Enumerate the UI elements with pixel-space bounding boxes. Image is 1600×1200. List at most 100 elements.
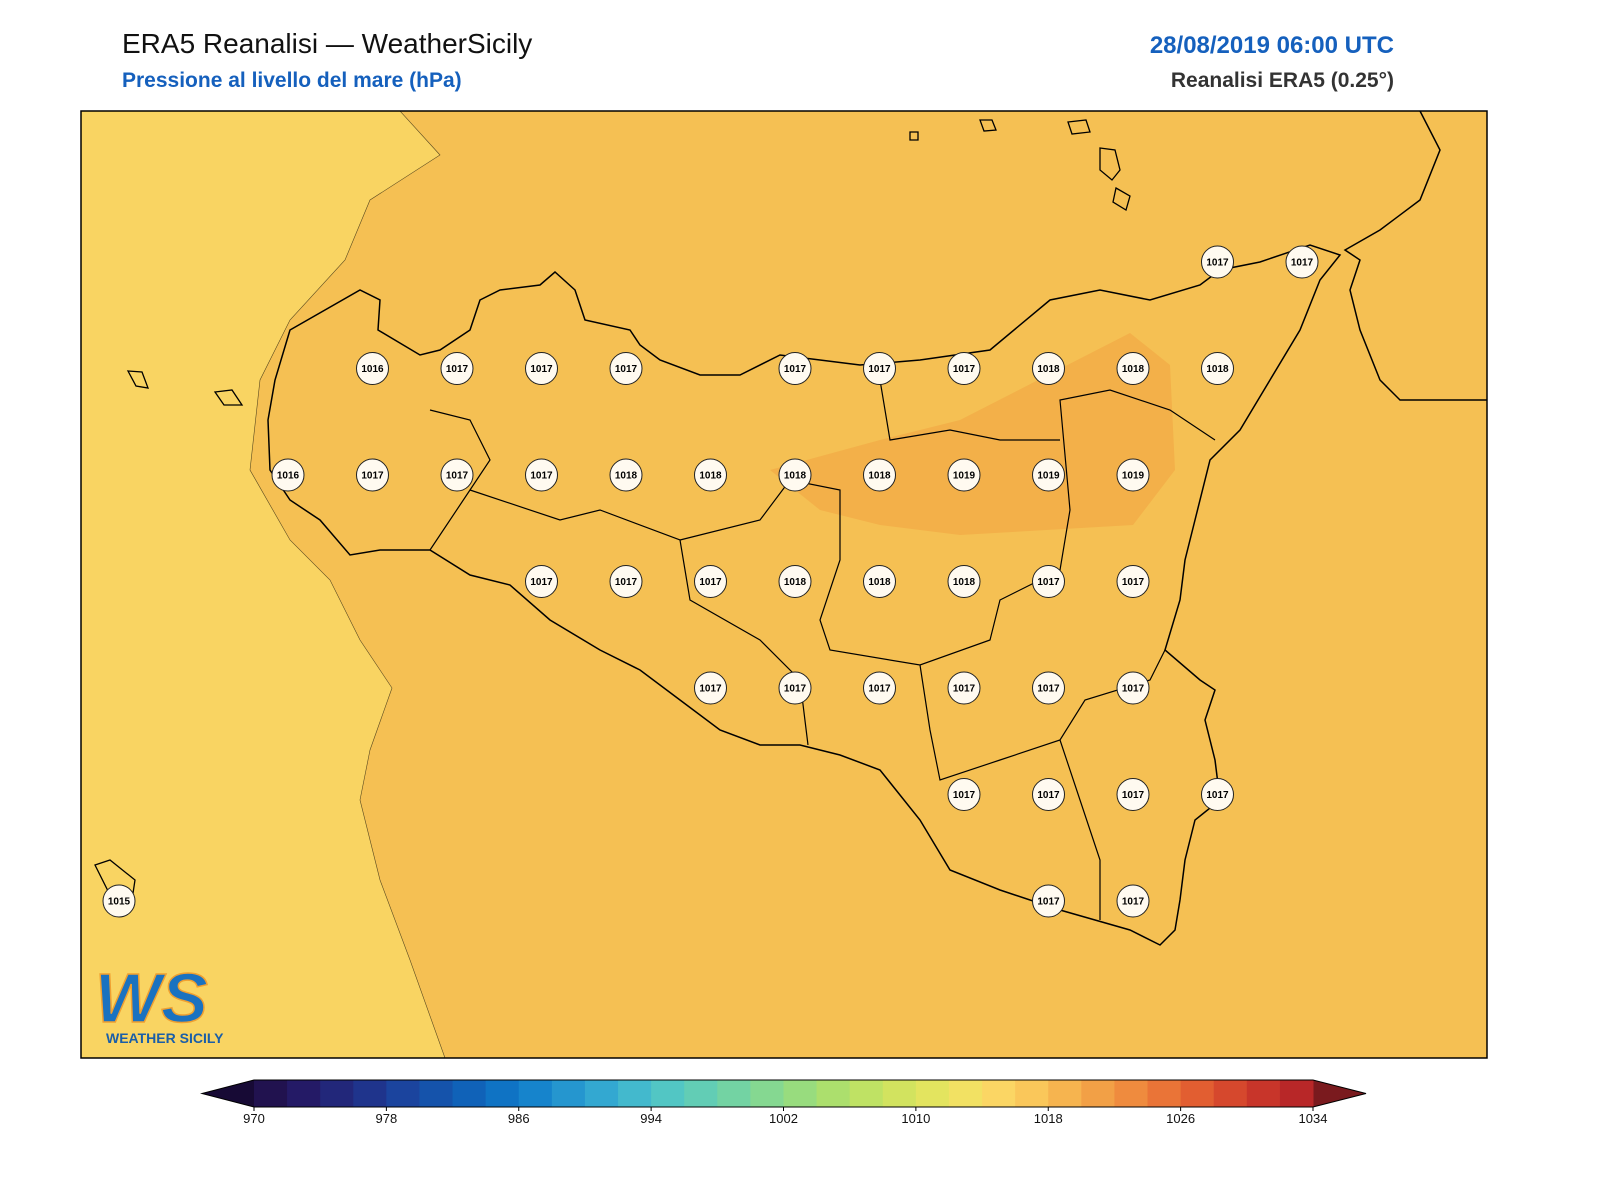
subtitle: Pressione al livello del mare (hPa) xyxy=(122,69,462,92)
colorbar-bin xyxy=(948,1080,983,1107)
station-value: 1018 xyxy=(784,577,807,588)
station: 1018 xyxy=(1116,352,1150,385)
station-marker xyxy=(525,458,558,492)
colorbar-bin xyxy=(353,1080,387,1107)
station: 1017 xyxy=(1032,884,1065,918)
station-value: 1019 xyxy=(953,471,976,482)
station-marker xyxy=(947,352,981,385)
station: 1018 xyxy=(947,565,981,598)
station-marker xyxy=(1201,245,1234,279)
station-marker xyxy=(1032,352,1065,385)
station-marker xyxy=(356,458,389,492)
station-marker xyxy=(863,671,896,705)
station-marker xyxy=(440,352,474,385)
station-marker xyxy=(1116,778,1150,811)
colorbar-bin xyxy=(518,1080,553,1107)
station-marker xyxy=(778,352,812,385)
station-marker xyxy=(1116,884,1150,918)
colorbar-bin xyxy=(1114,1080,1149,1107)
station: 1018 xyxy=(863,565,896,598)
station-value: 1017 xyxy=(699,577,722,588)
station-marker xyxy=(1032,458,1065,492)
colorbar-bin xyxy=(849,1080,884,1107)
station-marker xyxy=(694,458,727,492)
station: 1017 xyxy=(1032,565,1065,598)
station-value: 1018 xyxy=(615,471,638,482)
station: 1017 xyxy=(1201,778,1234,811)
station-value: 1017 xyxy=(615,577,638,588)
station-marker xyxy=(525,352,558,385)
colorbar-bin xyxy=(1279,1080,1314,1107)
colorbar-bin xyxy=(816,1080,851,1107)
station: 1017 xyxy=(525,458,558,492)
station-value: 1017 xyxy=(953,790,976,801)
station-value: 1017 xyxy=(1206,258,1229,269)
colorbar-bin xyxy=(1246,1080,1281,1107)
station: 1018 xyxy=(694,458,727,492)
station: 1017 xyxy=(1116,884,1150,918)
station-marker xyxy=(1032,778,1065,811)
colorbar-bin xyxy=(684,1080,718,1107)
station-value: 1018 xyxy=(699,471,722,482)
colorbar-bin xyxy=(452,1080,487,1107)
colorbar-under xyxy=(202,1080,254,1107)
station: 1018 xyxy=(778,565,812,598)
station-marker xyxy=(778,671,812,705)
station-value: 1018 xyxy=(1037,364,1060,375)
station: 1017 xyxy=(525,352,558,385)
colorbar: 970 978 986 994 1002 1010 1018 1026 1034 xyxy=(200,1079,1367,1126)
station-value: 1019 xyxy=(1122,471,1145,482)
station-value: 1017 xyxy=(1037,897,1060,908)
colorbar-bin xyxy=(419,1080,454,1107)
station-marker xyxy=(271,458,305,492)
station: 1017 xyxy=(1032,671,1065,705)
colorbar-over xyxy=(1313,1080,1366,1107)
station-value: 1017 xyxy=(1122,684,1145,695)
station: 1018 xyxy=(609,458,643,492)
station-value: 1017 xyxy=(615,364,638,375)
colorbar-bin xyxy=(915,1080,950,1107)
station-marker xyxy=(102,884,136,918)
station-marker xyxy=(1032,884,1065,918)
colorbar-bin xyxy=(551,1080,586,1107)
logo: WS WEATHER SICILY xyxy=(94,958,224,1046)
station: 1017 xyxy=(694,671,727,705)
station-marker xyxy=(947,565,981,598)
station-value: 1018 xyxy=(868,471,891,482)
station-value: 1015 xyxy=(108,897,131,908)
station-marker xyxy=(609,458,643,492)
station-marker xyxy=(947,458,981,492)
station-value: 1017 xyxy=(530,364,553,375)
station-marker xyxy=(609,565,643,598)
station-value: 1017 xyxy=(953,684,976,695)
colorbar-tick-label: 970 xyxy=(243,1111,265,1126)
station-value: 1018 xyxy=(784,471,807,482)
colorbar-bin xyxy=(1048,1080,1082,1107)
station: 1018 xyxy=(1201,352,1234,385)
sicily-coast xyxy=(267,244,1342,946)
logo-mark: WS xyxy=(95,959,208,1037)
station: 1017 xyxy=(1116,565,1150,598)
station: 1019 xyxy=(1032,458,1065,492)
colorbar-tick-label: 1026 xyxy=(1166,1111,1195,1126)
station-value: 1016 xyxy=(277,471,300,482)
station: 1017 xyxy=(440,458,474,492)
colorbar-bin xyxy=(386,1080,420,1107)
station-value: 1019 xyxy=(1037,471,1060,482)
colorbar-bin xyxy=(1015,1080,1049,1107)
colorbar-bin xyxy=(618,1080,652,1107)
colorbar-bin xyxy=(254,1080,288,1107)
station-value: 1017 xyxy=(1122,790,1145,801)
station: 1017 xyxy=(863,671,896,705)
station: 1019 xyxy=(1116,458,1150,492)
colorbar-bin xyxy=(287,1080,321,1107)
station: 1018 xyxy=(1032,352,1065,385)
station-value: 1016 xyxy=(361,364,384,375)
colorbar-bin xyxy=(783,1080,818,1107)
station-marker xyxy=(947,671,981,705)
station-value: 1017 xyxy=(784,684,807,695)
calabria-coast xyxy=(1343,110,1487,401)
map-frame xyxy=(80,110,1488,1059)
